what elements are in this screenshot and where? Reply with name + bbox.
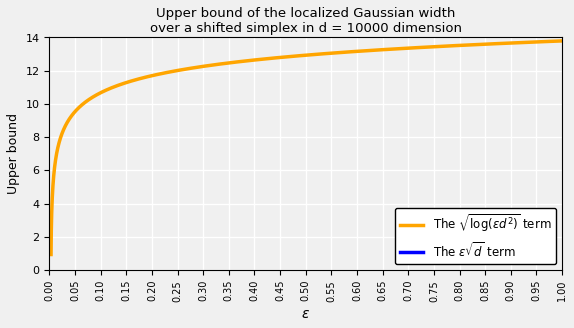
The $\sqrt{\log(\varepsilon d^2)}$ term xyxy=(184,67,191,71)
The $\sqrt{\log(\varepsilon d^2)}$ term xyxy=(113,84,120,88)
The $\sqrt{\log(\varepsilon d^2)}$ term xyxy=(212,63,219,67)
Line: The $\sqrt{\log(\varepsilon d^2)}$ term: The $\sqrt{\log(\varepsilon d^2)}$ term xyxy=(51,41,562,255)
Y-axis label: Upper bound: Upper bound xyxy=(7,113,20,194)
The $\sqrt{\log(\varepsilon d^2)}$ term xyxy=(559,39,565,43)
The $\sqrt{\log(\varepsilon d^2)}$ term xyxy=(381,48,388,51)
X-axis label: $\varepsilon$: $\varepsilon$ xyxy=(301,307,310,321)
The $\sqrt{\log(\varepsilon d^2)}$ term xyxy=(48,253,55,256)
The $\sqrt{\log(\varepsilon d^2)}$ term xyxy=(79,103,86,107)
Legend: The $\sqrt{\log(\varepsilon d^2)}$ term, The $\varepsilon\sqrt{d}$ term: The $\sqrt{\log(\varepsilon d^2)}$ term,… xyxy=(395,208,556,264)
The $\sqrt{\log(\varepsilon d^2)}$ term xyxy=(443,44,450,48)
Title: Upper bound of the localized Gaussian width
over a shifted simplex in d = 10000 : Upper bound of the localized Gaussian wi… xyxy=(150,7,461,35)
